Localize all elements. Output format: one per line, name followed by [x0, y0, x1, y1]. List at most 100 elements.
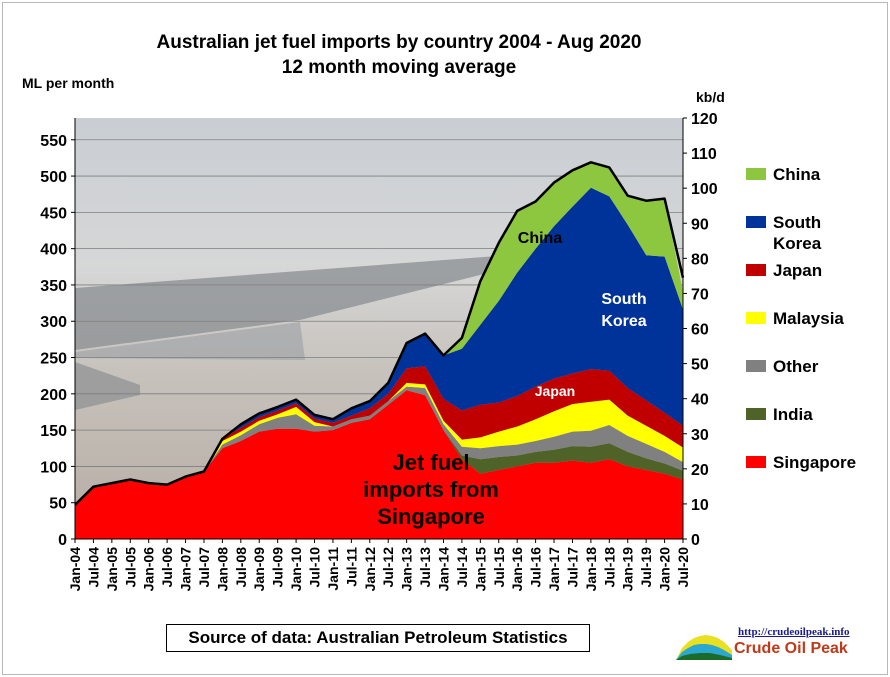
- x-tick-label: Jan-14: [435, 547, 451, 592]
- x-tick-label: Jul-19: [638, 547, 654, 588]
- y-axis-left-label: ML per month: [22, 75, 114, 91]
- legend-swatch-india: [746, 408, 766, 420]
- area-china: [75, 162, 683, 505]
- legend: China South Korea Japan Malaysia Other India Si…: [746, 165, 856, 472]
- x-tick-label: Jul-12: [380, 547, 396, 588]
- x-tick-label: Jul-04: [85, 547, 101, 588]
- stacked-areas: [75, 162, 683, 539]
- x-tick-label: Jul-05: [122, 547, 138, 588]
- wing-flap-decoration: [75, 322, 305, 360]
- x-tick-label: Jul-09: [270, 547, 286, 588]
- legend-label: Other: [773, 357, 819, 376]
- x-tick-label: Jul-16: [528, 547, 544, 588]
- y-axis-right-ticks: 0 10 20 30 40 50 60 70 80 90 100 110 120: [683, 111, 718, 549]
- area-japan: [75, 366, 683, 505]
- annotation-china: China: [518, 230, 563, 247]
- legend-label: Korea: [773, 234, 822, 253]
- x-tick-label: Jul-14: [454, 547, 470, 588]
- y-tick-label-right: 110: [691, 146, 717, 163]
- annotation-japan: Japan: [535, 383, 575, 399]
- y-tick-label-right: 70: [691, 286, 709, 303]
- legend-swatch-japan: [746, 264, 766, 276]
- y-axis-right-label: kb/d: [696, 89, 725, 105]
- x-tick-label: Jan-18: [583, 547, 599, 592]
- total-line: [74, 161, 685, 506]
- y-tick-label-right: 50: [691, 357, 709, 374]
- y-tick-label-right: 60: [691, 322, 709, 339]
- x-tick-label: Jan-16: [509, 547, 525, 592]
- x-tick-label: Jul-08: [233, 547, 249, 588]
- x-tick-label: Jan-06: [141, 547, 157, 592]
- brand-name: Crude Oil Peak: [734, 640, 848, 657]
- y-tick-label-right: 90: [691, 216, 709, 233]
- x-tick-label: Jan-20: [657, 547, 673, 592]
- x-tick-label: Jan-17: [546, 547, 562, 592]
- legend-swatch-singapore: [746, 456, 766, 468]
- x-axis-ticks: Jan-04 Jul-04 Jan-05 Jul-05 Jan-06 Jul-06 Jan-…: [67, 539, 691, 591]
- x-tick-label: Jan-11: [325, 547, 341, 591]
- x-tick-label: Jan-12: [362, 547, 378, 592]
- y-tick-label-left: 0: [58, 532, 67, 549]
- x-tick-label: Jul-18: [601, 547, 617, 588]
- wing-decoration: [75, 255, 520, 350]
- legend-label: Japan: [773, 261, 822, 280]
- legend-swatch-south-korea: [746, 216, 766, 228]
- chart-subtitle: 12 month moving average: [282, 57, 516, 78]
- x-tick-label: Jan-13: [399, 547, 415, 592]
- y-tick-label-right: 20: [691, 462, 709, 479]
- y-tick-label-left: 200: [40, 387, 67, 404]
- x-tick-label: Jan-19: [620, 547, 636, 592]
- total-line-group: [74, 161, 685, 506]
- x-tick-label: Jul-10: [307, 547, 323, 588]
- annotation-singapore-2: imports from: [363, 477, 499, 502]
- source-note: Source of data: Australian Petroleum Sta…: [166, 624, 590, 652]
- wing-tip-decoration: [75, 362, 140, 410]
- annotation-south-korea-2: Korea: [601, 313, 646, 330]
- legend-swatch-other: [746, 360, 766, 372]
- y-tick-label-left: 150: [40, 423, 67, 440]
- annotation-south-korea-1: South: [601, 291, 646, 308]
- x-tick-label: Jul-20: [675, 547, 691, 588]
- x-tick-label: Jan-05: [104, 547, 120, 592]
- y-tick-label-right: 40: [691, 392, 709, 409]
- legend-label: South: [773, 213, 821, 232]
- brand-badge[interactable]: http://crudeoilpeak.info Crude Oil Peak: [676, 626, 876, 662]
- x-tick-label: Jan-07: [178, 547, 194, 592]
- area-other: [75, 386, 683, 505]
- x-tick-label: Jul-06: [159, 547, 175, 588]
- y-tick-label-right: 0: [691, 532, 700, 549]
- y-tick-label-left: 250: [40, 351, 67, 368]
- x-tick-label: Jan-08: [214, 547, 230, 592]
- x-tick-label: Jan-09: [251, 547, 267, 592]
- y-tick-label-right: 10: [691, 497, 709, 514]
- x-tick-label: Jan-04: [67, 547, 83, 592]
- area-singapore: [75, 390, 683, 539]
- annotation-singapore-1: Jet fuel: [392, 450, 469, 475]
- x-tick-label: Jul-11: [343, 547, 359, 587]
- y-tick-label-left: 50: [49, 496, 67, 513]
- y-tick-label-right: 100: [691, 181, 718, 198]
- y-tick-label-left: 550: [40, 133, 67, 150]
- brand-url-link[interactable]: http://crudeoilpeak.info: [738, 626, 850, 638]
- legend-label: India: [773, 405, 813, 424]
- y-tick-label-left: 500: [40, 169, 67, 186]
- legend-label: Malaysia: [773, 309, 844, 328]
- y-tick-label-left: 350: [40, 278, 67, 295]
- x-tick-label: Jan-15: [472, 547, 488, 592]
- area-south-korea: [75, 187, 683, 505]
- legend-label: China: [773, 165, 821, 184]
- y-tick-label-left: 400: [40, 242, 67, 259]
- y-tick-label-left: 100: [40, 459, 67, 476]
- x-tick-label: Jul-17: [564, 547, 580, 588]
- legend-swatch-malaysia: [746, 312, 766, 324]
- brand-logo-icon: [676, 635, 732, 660]
- x-tick-label: Jan-10: [288, 547, 304, 592]
- y-tick-label-right: 30: [691, 427, 709, 444]
- y-tick-label-right: 120: [691, 111, 718, 128]
- x-tick-label: Jul-13: [417, 547, 433, 588]
- chart-title: Australian jet fuel imports by country 2…: [157, 32, 642, 53]
- y-axis-left-ticks: 0 50 100 150 200 250 300 350 400 450 500 550: [40, 133, 75, 549]
- legend-swatch-china: [746, 168, 766, 180]
- y-tick-label-left: 450: [40, 205, 67, 222]
